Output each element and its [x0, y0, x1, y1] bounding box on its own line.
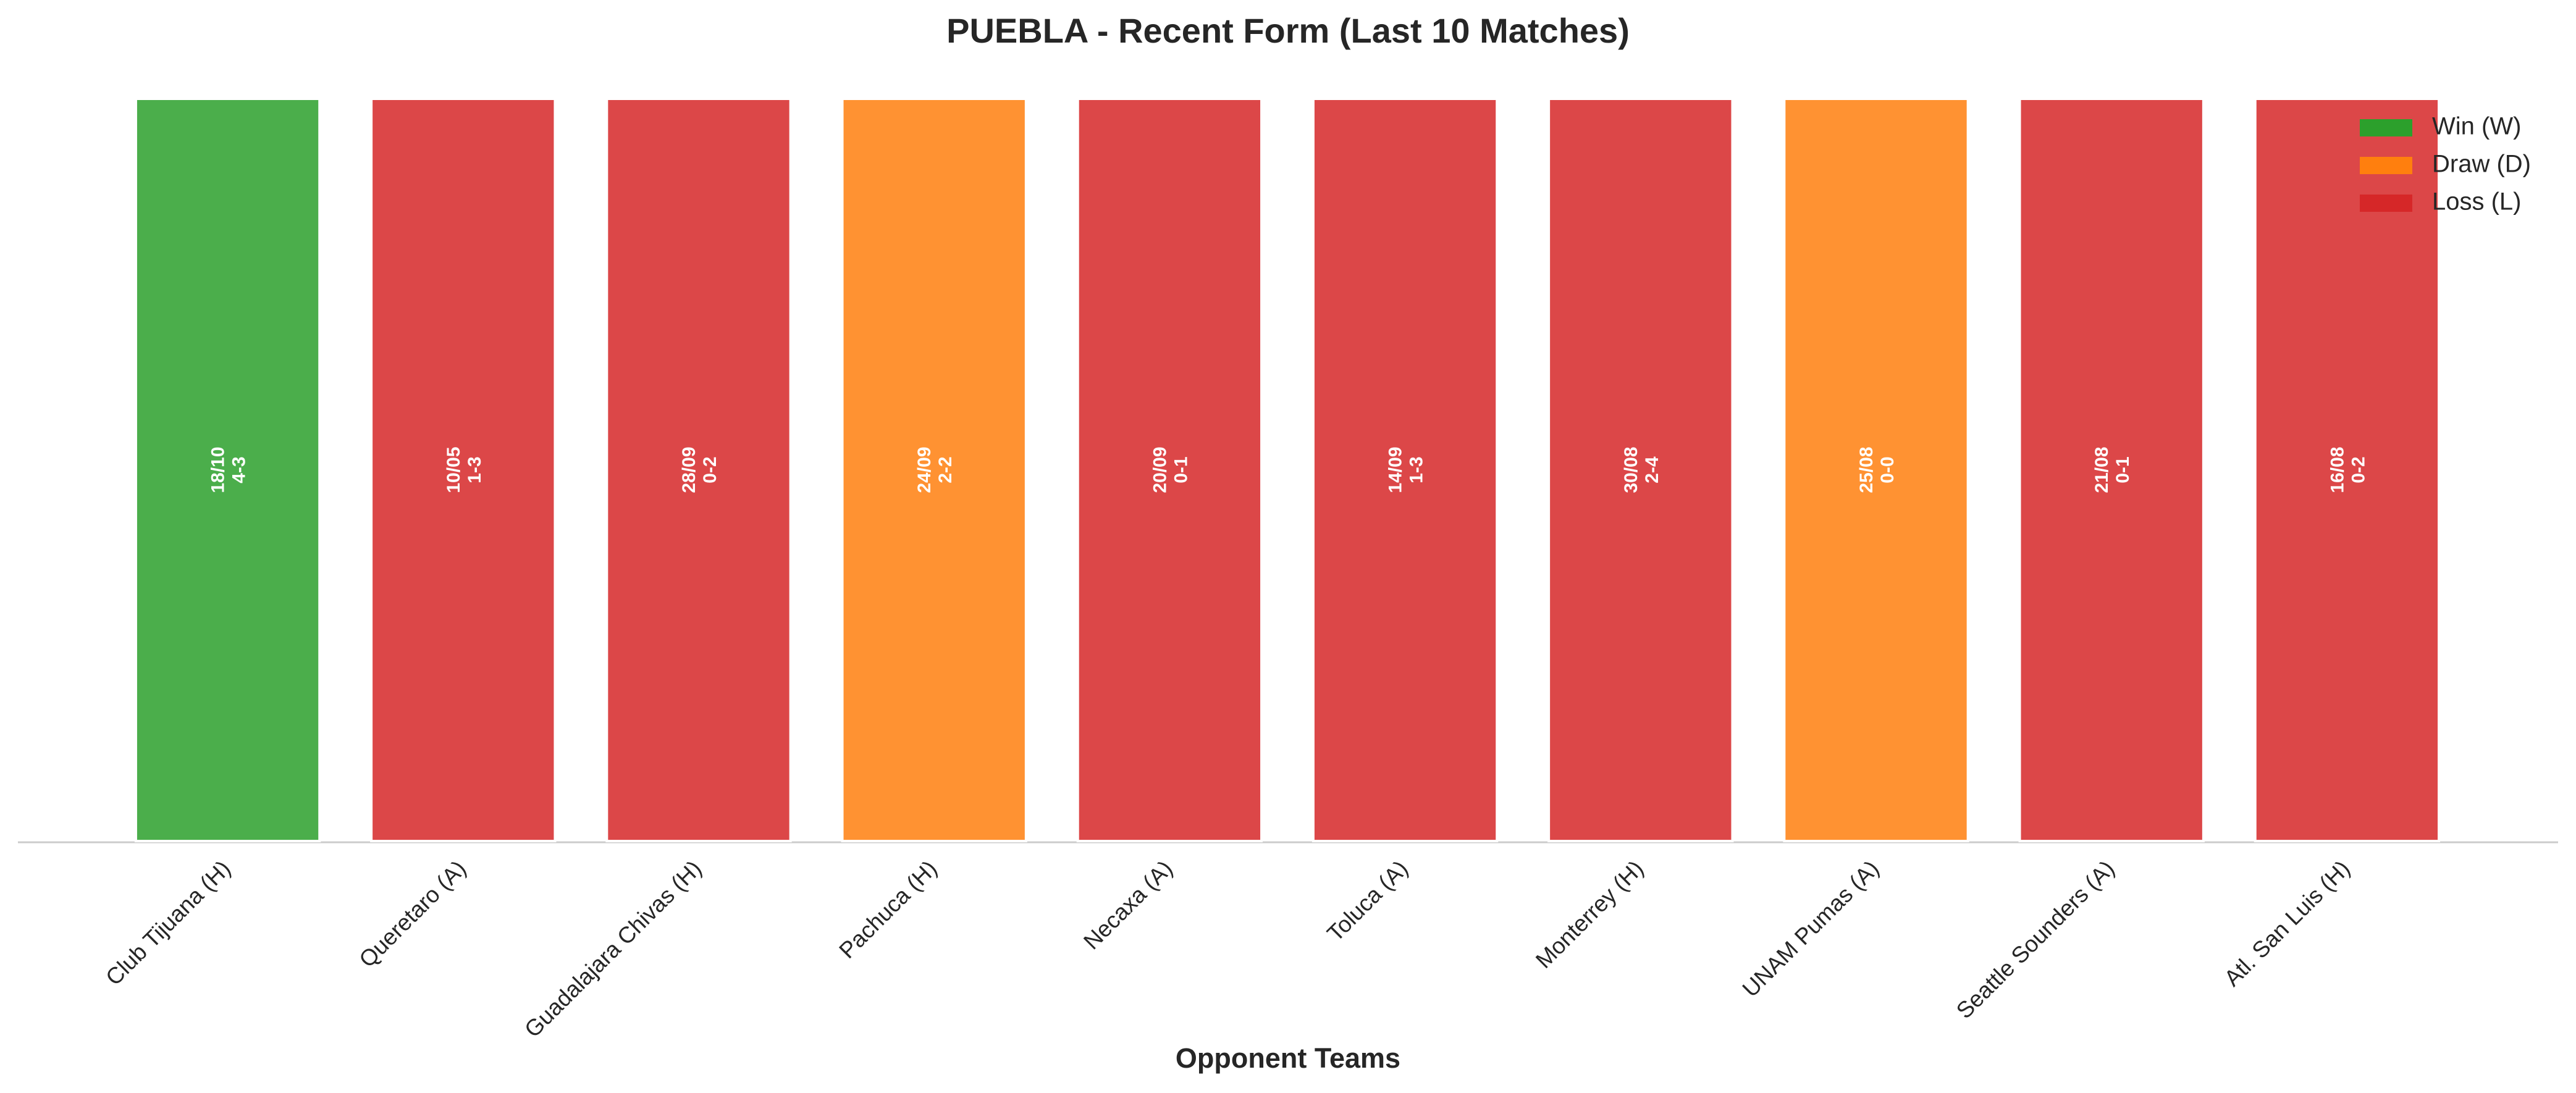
- bar-label: 16/080-2: [2327, 446, 2368, 493]
- bar-label: 24/092-2: [914, 446, 956, 493]
- legend-label: Draw (D): [2432, 151, 2531, 178]
- x-tick-label: Guadalajara Chivas (H): [520, 856, 706, 1042]
- x-tick-label: Necaxa (A): [1079, 856, 1177, 955]
- match-date: 18/10: [208, 446, 229, 493]
- match-date: 10/05: [444, 446, 464, 493]
- match-date: 16/08: [2327, 446, 2347, 493]
- match-score: 0-1: [1171, 456, 1191, 483]
- legend-swatch: [2360, 195, 2412, 212]
- bar: [2018, 98, 2205, 842]
- match-date: 21/08: [2092, 446, 2112, 493]
- bar-label: 20/090-1: [1150, 446, 1191, 493]
- legend-swatch: [2360, 119, 2412, 136]
- x-tick-label: Queretaro (A): [354, 856, 471, 973]
- bar-label: 25/080-0: [1856, 446, 1898, 493]
- legend-swatch: [2360, 157, 2412, 174]
- match-score: 0-0: [1877, 456, 1898, 483]
- match-score: 2-4: [1642, 456, 1662, 484]
- match-date: 24/09: [914, 446, 935, 493]
- match-date: 28/09: [679, 446, 699, 493]
- bar: [605, 98, 792, 842]
- match-score: 1-3: [465, 456, 485, 483]
- bar-label: 21/080-1: [2092, 446, 2133, 493]
- bar-label: 14/091-3: [1386, 446, 1427, 493]
- x-tick-label: Toluca (A): [1322, 856, 1413, 947]
- x-tick-label: Seattle Sounders (A): [1951, 856, 2119, 1024]
- chart-title: PUEBLA - Recent Form (Last 10 Matches): [946, 11, 1630, 50]
- match-date: 14/09: [1386, 446, 1406, 493]
- bar: [1311, 98, 1499, 842]
- bar-label: 10/051-3: [444, 446, 485, 493]
- x-tick-label: Monterrey (H): [1531, 856, 1648, 973]
- match-score: 1-3: [1407, 456, 1427, 483]
- bar: [370, 98, 557, 842]
- bar: [841, 98, 1027, 842]
- bar: [134, 98, 321, 842]
- legend-label: Win (W): [2432, 113, 2521, 140]
- match-score: 4-3: [229, 456, 250, 483]
- bar: [1547, 98, 1734, 842]
- x-tick-label: Atl. San Luis (H): [2220, 856, 2355, 991]
- x-tick-label: UNAM Pumas (A): [1738, 856, 1884, 1002]
- bar: [1783, 98, 1969, 842]
- match-score: 0-1: [2113, 456, 2133, 483]
- legend-label: Loss (L): [2432, 188, 2522, 216]
- bar-label: 18/104-3: [208, 446, 250, 493]
- match-date: 30/08: [1621, 446, 1641, 493]
- bar-label: 28/090-2: [679, 446, 720, 493]
- match-date: 20/09: [1150, 446, 1170, 493]
- x-tick-label: Club Tijuana (H): [101, 856, 235, 990]
- match-date: 25/08: [1856, 446, 1877, 493]
- match-score: 0-2: [700, 456, 720, 483]
- bar-label: 30/082-4: [1621, 446, 1662, 493]
- x-axis-label: Opponent Teams: [1176, 1042, 1400, 1074]
- match-score: 0-2: [2348, 456, 2368, 483]
- match-score: 2-2: [935, 456, 956, 483]
- bar: [1076, 98, 1263, 842]
- bar: [2254, 98, 2441, 842]
- x-tick-label: Pachuca (H): [834, 856, 941, 963]
